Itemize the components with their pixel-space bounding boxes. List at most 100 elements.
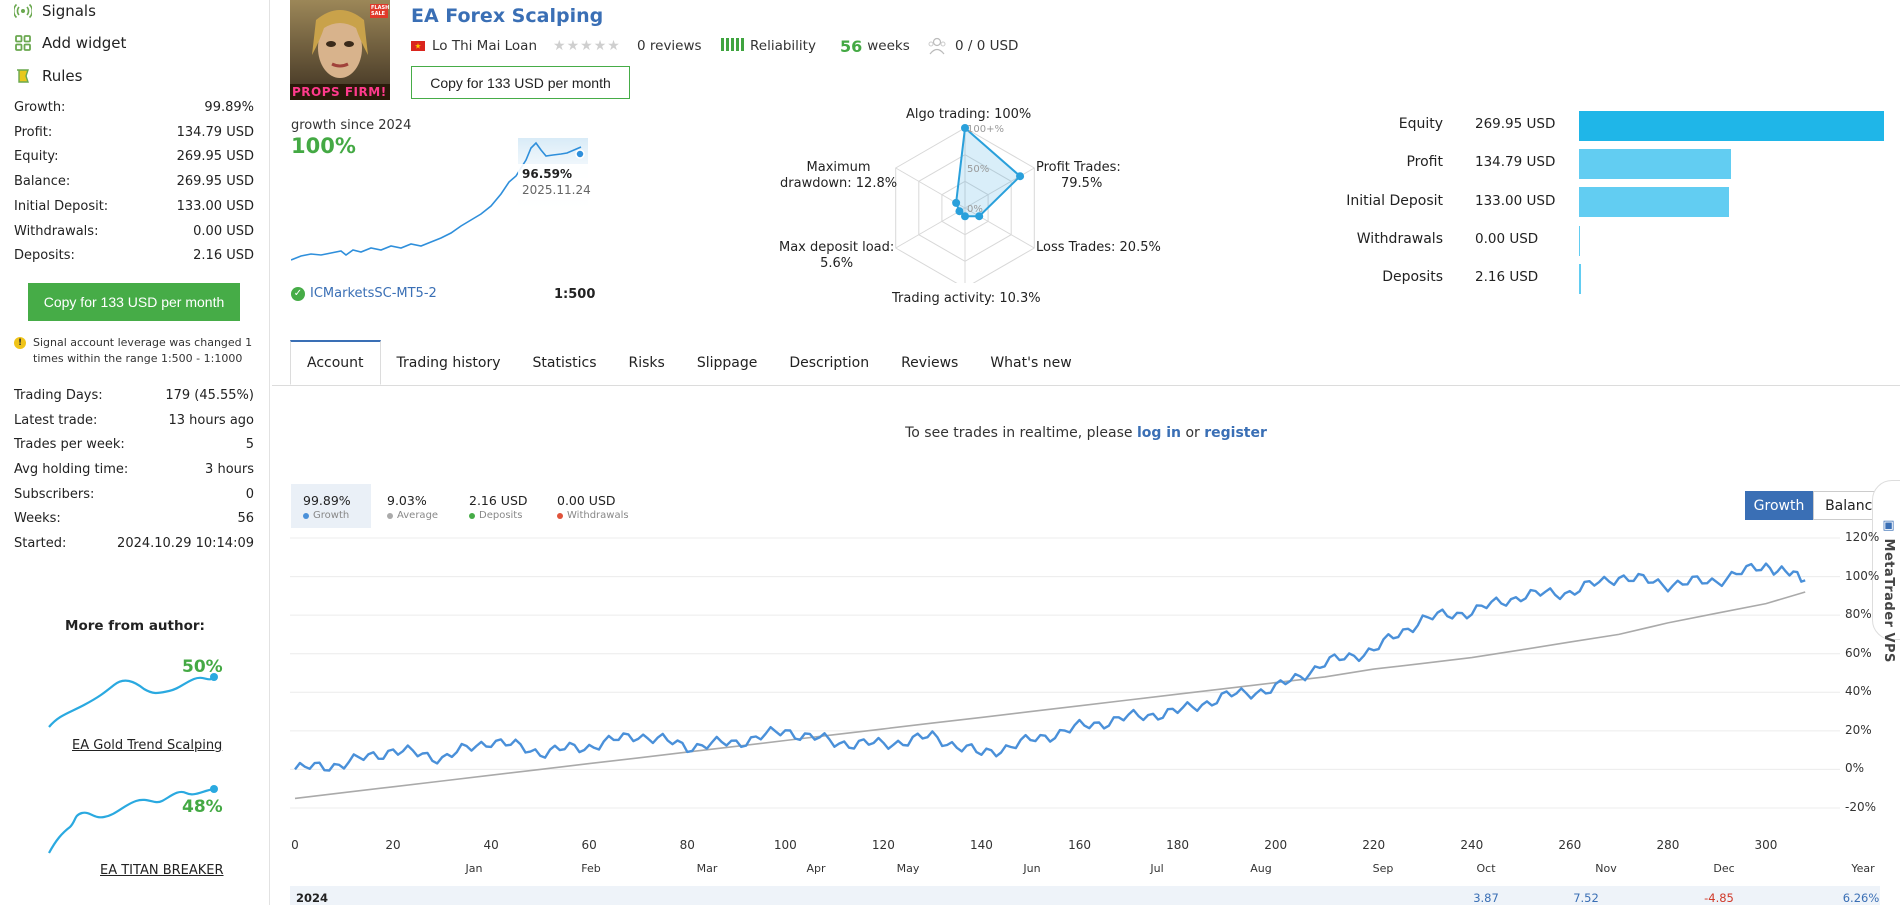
x-tick-label: 200 [1264,838,1288,852]
verified-check-icon: ✓ [291,286,305,301]
vps-label[interactable]: ▣ MetaTrader VPS [1881,518,1896,663]
avatar-caption: PROPS FIRM! [292,85,387,99]
y-tick-label: 60% [1845,645,1872,660]
average-line [294,591,1806,800]
month-label: Apr [806,862,826,875]
tab-account[interactable]: Account [290,340,381,385]
author-signal-card[interactable]: 50% EA Gold Trend Scalping [44,655,224,753]
radar-point [955,207,964,216]
sidebar-copy-button[interactable]: Copy for 133 USD per month [28,283,240,321]
bar-equity [1579,111,1884,141]
radar-ring [895,127,1035,283]
x-tick-label: 60 [581,838,597,852]
radar-point [961,212,969,221]
author-signal-card[interactable]: 48% EA TITAN BREAKER [44,785,224,880]
author-signal-sparkline [48,673,218,728]
rules-icon [14,67,32,85]
month-label: Jul [1150,862,1164,875]
tab-slippage[interactable]: Slippage [696,354,758,371]
bar-label-initial-deposit: Initial Deposit [1346,193,1443,209]
summary-withdrawals[interactable]: 0.00 USD Withdrawals [557,493,629,521]
bar-value-profit: 134.79 USD [1475,154,1556,170]
vps-widget[interactable] [1872,480,1900,640]
month-label: Sep [1372,862,1394,875]
stat-equity: Equity: 269.95 USD [14,149,254,164]
broker-server[interactable]: ✓ ICMarketsSC-MT5-2 [291,286,437,301]
tab-trading-history[interactable]: Trading history [396,354,501,371]
y-tick-label: 0% [1845,761,1865,776]
toggle-growth[interactable]: Growth [1745,491,1813,520]
radar-label-drawdown: Maximum drawdown: 12.8% [780,160,898,191]
login-link[interactable]: log in [1136,425,1182,441]
summary-deposits[interactable]: 2.16 USD Deposits [469,493,528,521]
menu-signals-label: Signals [42,2,96,20]
menu-signals[interactable]: Signals [14,0,96,22]
star-icon: ★ [566,38,581,54]
subscribers-info: 0 / 0 USD [927,36,1018,56]
star-icon: ★ [580,38,594,54]
bar-label-deposits: Deposits [1382,269,1443,285]
avatar-badge: FLASH SALE [371,5,390,17]
register-link[interactable]: register [1204,425,1267,441]
bar-value-withdrawals: 0.00 USD [1475,231,1539,247]
signal-icon [14,2,32,20]
year-oct: 3.87 [1473,891,1499,905]
bar-label-profit: Profit [1406,154,1443,170]
year-row [290,886,1880,905]
author-name[interactable]: Lo Thi Mai Loan [432,38,538,54]
subscribers-icon [927,37,947,55]
month-label: Year [1851,862,1875,875]
bar-deposits [1579,264,1581,294]
author-signal-name[interactable]: EA Gold Trend Scalping [72,738,223,753]
header-copy-button[interactable]: Copy for 133 USD per month [411,66,630,99]
y-tick-label: 40% [1845,684,1872,699]
menu-rules[interactable]: Rules [14,65,82,87]
menu-add-widget[interactable]: Add widget [14,32,126,54]
tab-statistics[interactable]: Statistics [532,354,597,371]
stat-deposits: Deposits: 2.16 USD [14,248,254,263]
month-label: Oct [1476,862,1496,875]
radar-ring-50: 50% [967,164,990,175]
bar-initial-deposit [1579,187,1729,217]
dot-icon [387,512,393,519]
tab-description[interactable]: Description [789,354,870,371]
x-tick-label: 100 [773,838,797,852]
vps-logo-icon: ▣ [1881,518,1896,539]
stat-growth: Growth: 99.89% [14,100,254,115]
summary-growth[interactable]: 99.89% Growth [291,484,371,528]
month-label: Jan [465,862,483,875]
realtime-notice: To see trades in realtime, please log in… [905,425,1267,441]
year-label: 2024 [296,891,329,905]
x-tick-label: 80 [679,838,695,852]
author-line[interactable]: Lo Thi Mai Loan [411,36,537,56]
stat-withdrawals: Withdrawals: 0.00 USD [14,224,254,239]
y-tick-label: 100% [1845,568,1880,583]
mini-growth-tooltip: 96.59% 2025.11.24 [518,164,595,200]
menu-add-widget-label: Add widget [42,34,127,52]
bar-profit [1579,149,1731,179]
radar-ring-0: 0% [967,204,983,215]
reliability: Reliability [721,36,816,56]
rating-stars: ★ ★ ★ ★ ★ [553,36,621,56]
weeks-badge: 56 weeks [840,36,910,56]
x-tick-label: 180 [1166,838,1190,852]
summary-average[interactable]: 9.03% Average [387,493,439,521]
radar-point [952,198,961,207]
year-nov: 7.52 [1573,891,1599,905]
signal-title[interactable]: EA Forex Scalping [411,5,604,27]
year-total: 6.26% [1842,891,1880,905]
year-dec: -4.85 [1704,891,1734,905]
stat-trading-days: Trading Days: 179 (45.55%) [14,388,254,403]
bar-label-equity: Equity [1398,116,1443,132]
tab-risks[interactable]: Risks [628,354,665,371]
radar-label-profit-trades: Profit Trades: 79.5% [1036,160,1121,191]
radar-chart [895,124,1035,283]
tab-whats-new[interactable]: What's new [990,354,1072,371]
tab-divider [272,385,1900,386]
vietnam-flag-icon [411,41,425,51]
tab-reviews[interactable]: Reviews [901,354,959,371]
author-signal-name[interactable]: EA TITAN BREAKER [100,863,224,878]
x-tick-label: 280 [1656,838,1680,852]
reviews-count[interactable]: 0 reviews [637,38,702,54]
y-tick-label: 20% [1845,722,1872,737]
